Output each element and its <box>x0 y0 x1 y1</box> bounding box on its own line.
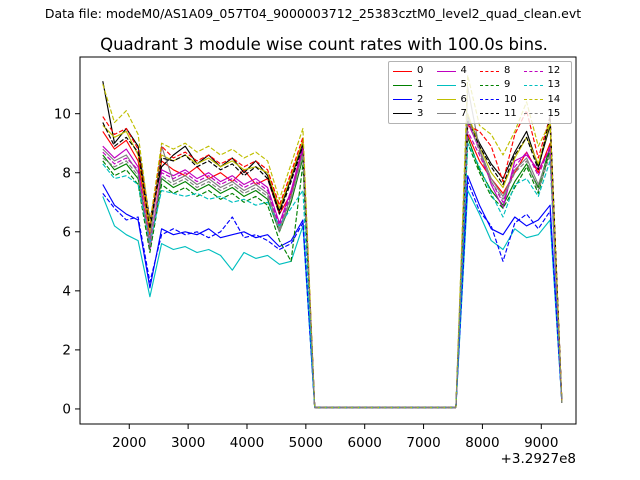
legend-item-3: 3 <box>393 107 437 120</box>
legend-label-8: 8 <box>504 65 511 77</box>
x-tick-label: 9000 <box>524 435 558 451</box>
legend-label-7: 7 <box>460 107 467 119</box>
legend-label-0: 0 <box>417 65 424 77</box>
series-lines <box>102 74 563 409</box>
legend-line-sample-0 <box>393 70 412 72</box>
legend-item-1: 1 <box>393 79 437 92</box>
legend-item-15: 15 <box>523 107 568 120</box>
y-tick-label: 8 <box>62 166 71 182</box>
series-line-12 <box>102 130 563 409</box>
legend-item-10: 10 <box>480 93 524 106</box>
legend-item-2: 2 <box>393 93 437 106</box>
legend-item-6: 6 <box>436 93 481 106</box>
legend-label-12: 12 <box>547 65 561 77</box>
datafile-header: Data file: modeM0/AS1A09_057T04_90000037… <box>44 6 582 21</box>
x-tick-label: 3000 <box>171 435 205 451</box>
x-tick-label: 6000 <box>348 435 382 451</box>
y-tick-label: 10 <box>54 106 71 122</box>
x-tick-label: 4000 <box>230 435 264 451</box>
legend-line-sample-3 <box>393 113 412 115</box>
legend-label-2: 2 <box>417 93 424 105</box>
series-line-3 <box>102 81 563 409</box>
series-line-7 <box>102 86 563 409</box>
legend-item-12: 12 <box>523 65 568 78</box>
legend-line-sample-9 <box>480 84 499 86</box>
series-line-13 <box>102 142 563 409</box>
legend-item-13: 13 <box>523 79 568 92</box>
legend-line-sample-8 <box>480 70 499 72</box>
x-tick-label: 7000 <box>406 435 440 451</box>
series-line-0 <box>102 131 563 409</box>
legend: 0 1 2 3 4 5 6 7 8 9 10 11 12 13 14 15 <box>388 61 572 124</box>
legend-label-14: 14 <box>547 93 561 105</box>
legend-label-3: 3 <box>417 107 424 119</box>
legend-line-sample-7 <box>436 113 456 115</box>
x-tick-label: 8000 <box>465 435 499 451</box>
legend-label-13: 13 <box>547 79 561 91</box>
x-tick-label: 5000 <box>289 435 323 451</box>
legend-line-sample-4 <box>436 70 456 72</box>
y-tick-label: 6 <box>62 225 71 241</box>
chart-title: Quadrant 3 module wise count rates with … <box>100 35 548 54</box>
series-line-4 <box>102 121 563 409</box>
x-tick-label: 2000 <box>112 435 146 451</box>
series-line-9 <box>102 142 563 409</box>
legend-line-sample-2 <box>393 99 412 101</box>
y-tick-label: 0 <box>62 402 71 418</box>
legend-item-11: 11 <box>480 107 524 120</box>
legend-item-0: 0 <box>393 65 437 78</box>
series-line-10 <box>102 181 563 409</box>
legend-line-sample-11 <box>480 113 499 115</box>
legend-item-5: 5 <box>436 79 481 92</box>
y-axis: 0 2 4 6 8 10 <box>54 106 80 418</box>
legend-label-6: 6 <box>460 93 467 105</box>
series-line-14 <box>102 74 563 409</box>
legend-line-sample-13 <box>523 84 543 86</box>
legend-label-15: 15 <box>547 107 561 119</box>
x-axis: 2000 3000 4000 5000 6000 7000 8000 9000 <box>112 424 558 451</box>
legend-label-11: 11 <box>504 107 517 119</box>
legend-item-7: 7 <box>436 107 481 120</box>
series-line-15 <box>102 116 563 409</box>
legend-line-sample-15 <box>523 113 543 115</box>
legend-label-5: 5 <box>460 79 467 91</box>
legend-line-sample-5 <box>436 84 456 86</box>
series-line-11 <box>102 116 563 409</box>
x-axis-offset-label: +3.2927e8 <box>500 451 576 467</box>
legend-line-sample-14 <box>523 99 543 101</box>
legend-label-1: 1 <box>417 79 424 91</box>
legend-label-9: 9 <box>504 79 511 91</box>
legend-line-sample-6 <box>436 99 456 101</box>
legend-line-sample-12 <box>523 70 543 72</box>
legend-line-sample-1 <box>393 84 412 86</box>
series-line-2 <box>102 175 563 409</box>
series-line-6 <box>102 113 563 409</box>
series-line-8 <box>102 110 563 409</box>
legend-label-10: 10 <box>504 93 517 105</box>
legend-line-sample-10 <box>480 99 499 101</box>
y-tick-label: 2 <box>62 343 71 359</box>
series-line-5 <box>102 189 563 409</box>
legend-item-14: 14 <box>523 93 568 106</box>
legend-label-4: 4 <box>460 65 467 77</box>
legend-item-8: 8 <box>480 65 524 78</box>
axes-frame <box>79 56 577 425</box>
legend-item-4: 4 <box>436 65 481 78</box>
y-tick-label: 4 <box>62 284 71 300</box>
legend-item-9: 9 <box>480 79 524 92</box>
